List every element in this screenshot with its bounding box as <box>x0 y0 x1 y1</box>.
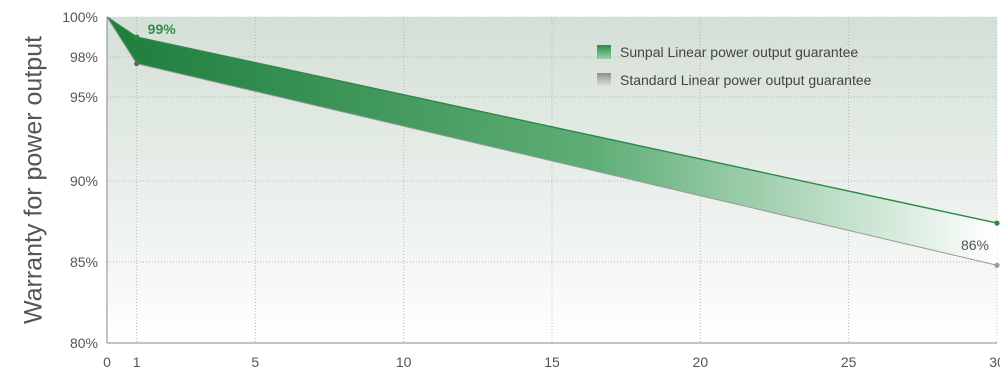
annotation-standard: 86% <box>961 237 989 253</box>
y-tick-label: 80% <box>70 335 98 351</box>
data-point-sunpal <box>134 34 140 40</box>
data-point-standard <box>994 262 1000 268</box>
y-tick-label: 90% <box>70 173 98 189</box>
x-tick-label: 0 <box>103 354 111 370</box>
data-point-sunpal <box>994 220 1000 226</box>
x-tick-label: 5 <box>251 354 259 370</box>
x-tick-label: 15 <box>544 354 560 370</box>
annotation-sunpal: 99% <box>148 21 177 37</box>
legend-swatch <box>597 45 611 59</box>
series-points <box>134 34 1000 268</box>
data-point-standard <box>134 61 140 67</box>
y-axis-label: Warranty for power output <box>20 36 48 324</box>
x-tick-label: 1 <box>133 354 141 370</box>
y-tick-label: 95% <box>70 89 98 105</box>
x-tick-label: 30 <box>989 354 1000 370</box>
legend-label: Standard Linear power output guarantee <box>620 72 872 88</box>
grid-lines <box>106 16 998 344</box>
x-tick-label: 10 <box>396 354 412 370</box>
y-tick-label: 85% <box>70 254 98 270</box>
legend-swatch <box>597 73 611 87</box>
annotations: 99% 86% <box>148 21 989 253</box>
y-tick-label: 100% <box>62 9 98 25</box>
legend: Sunpal Linear power output guarantee Stan… <box>597 44 872 88</box>
y-tick-label: 98% <box>70 49 98 65</box>
x-tick-label: 20 <box>693 354 709 370</box>
legend-label: Sunpal Linear power output guarantee <box>620 44 858 60</box>
axis-tick-labels: 015101520253080%85%90%95%98%100% <box>62 9 1000 370</box>
x-tick-label: 25 <box>841 354 857 370</box>
